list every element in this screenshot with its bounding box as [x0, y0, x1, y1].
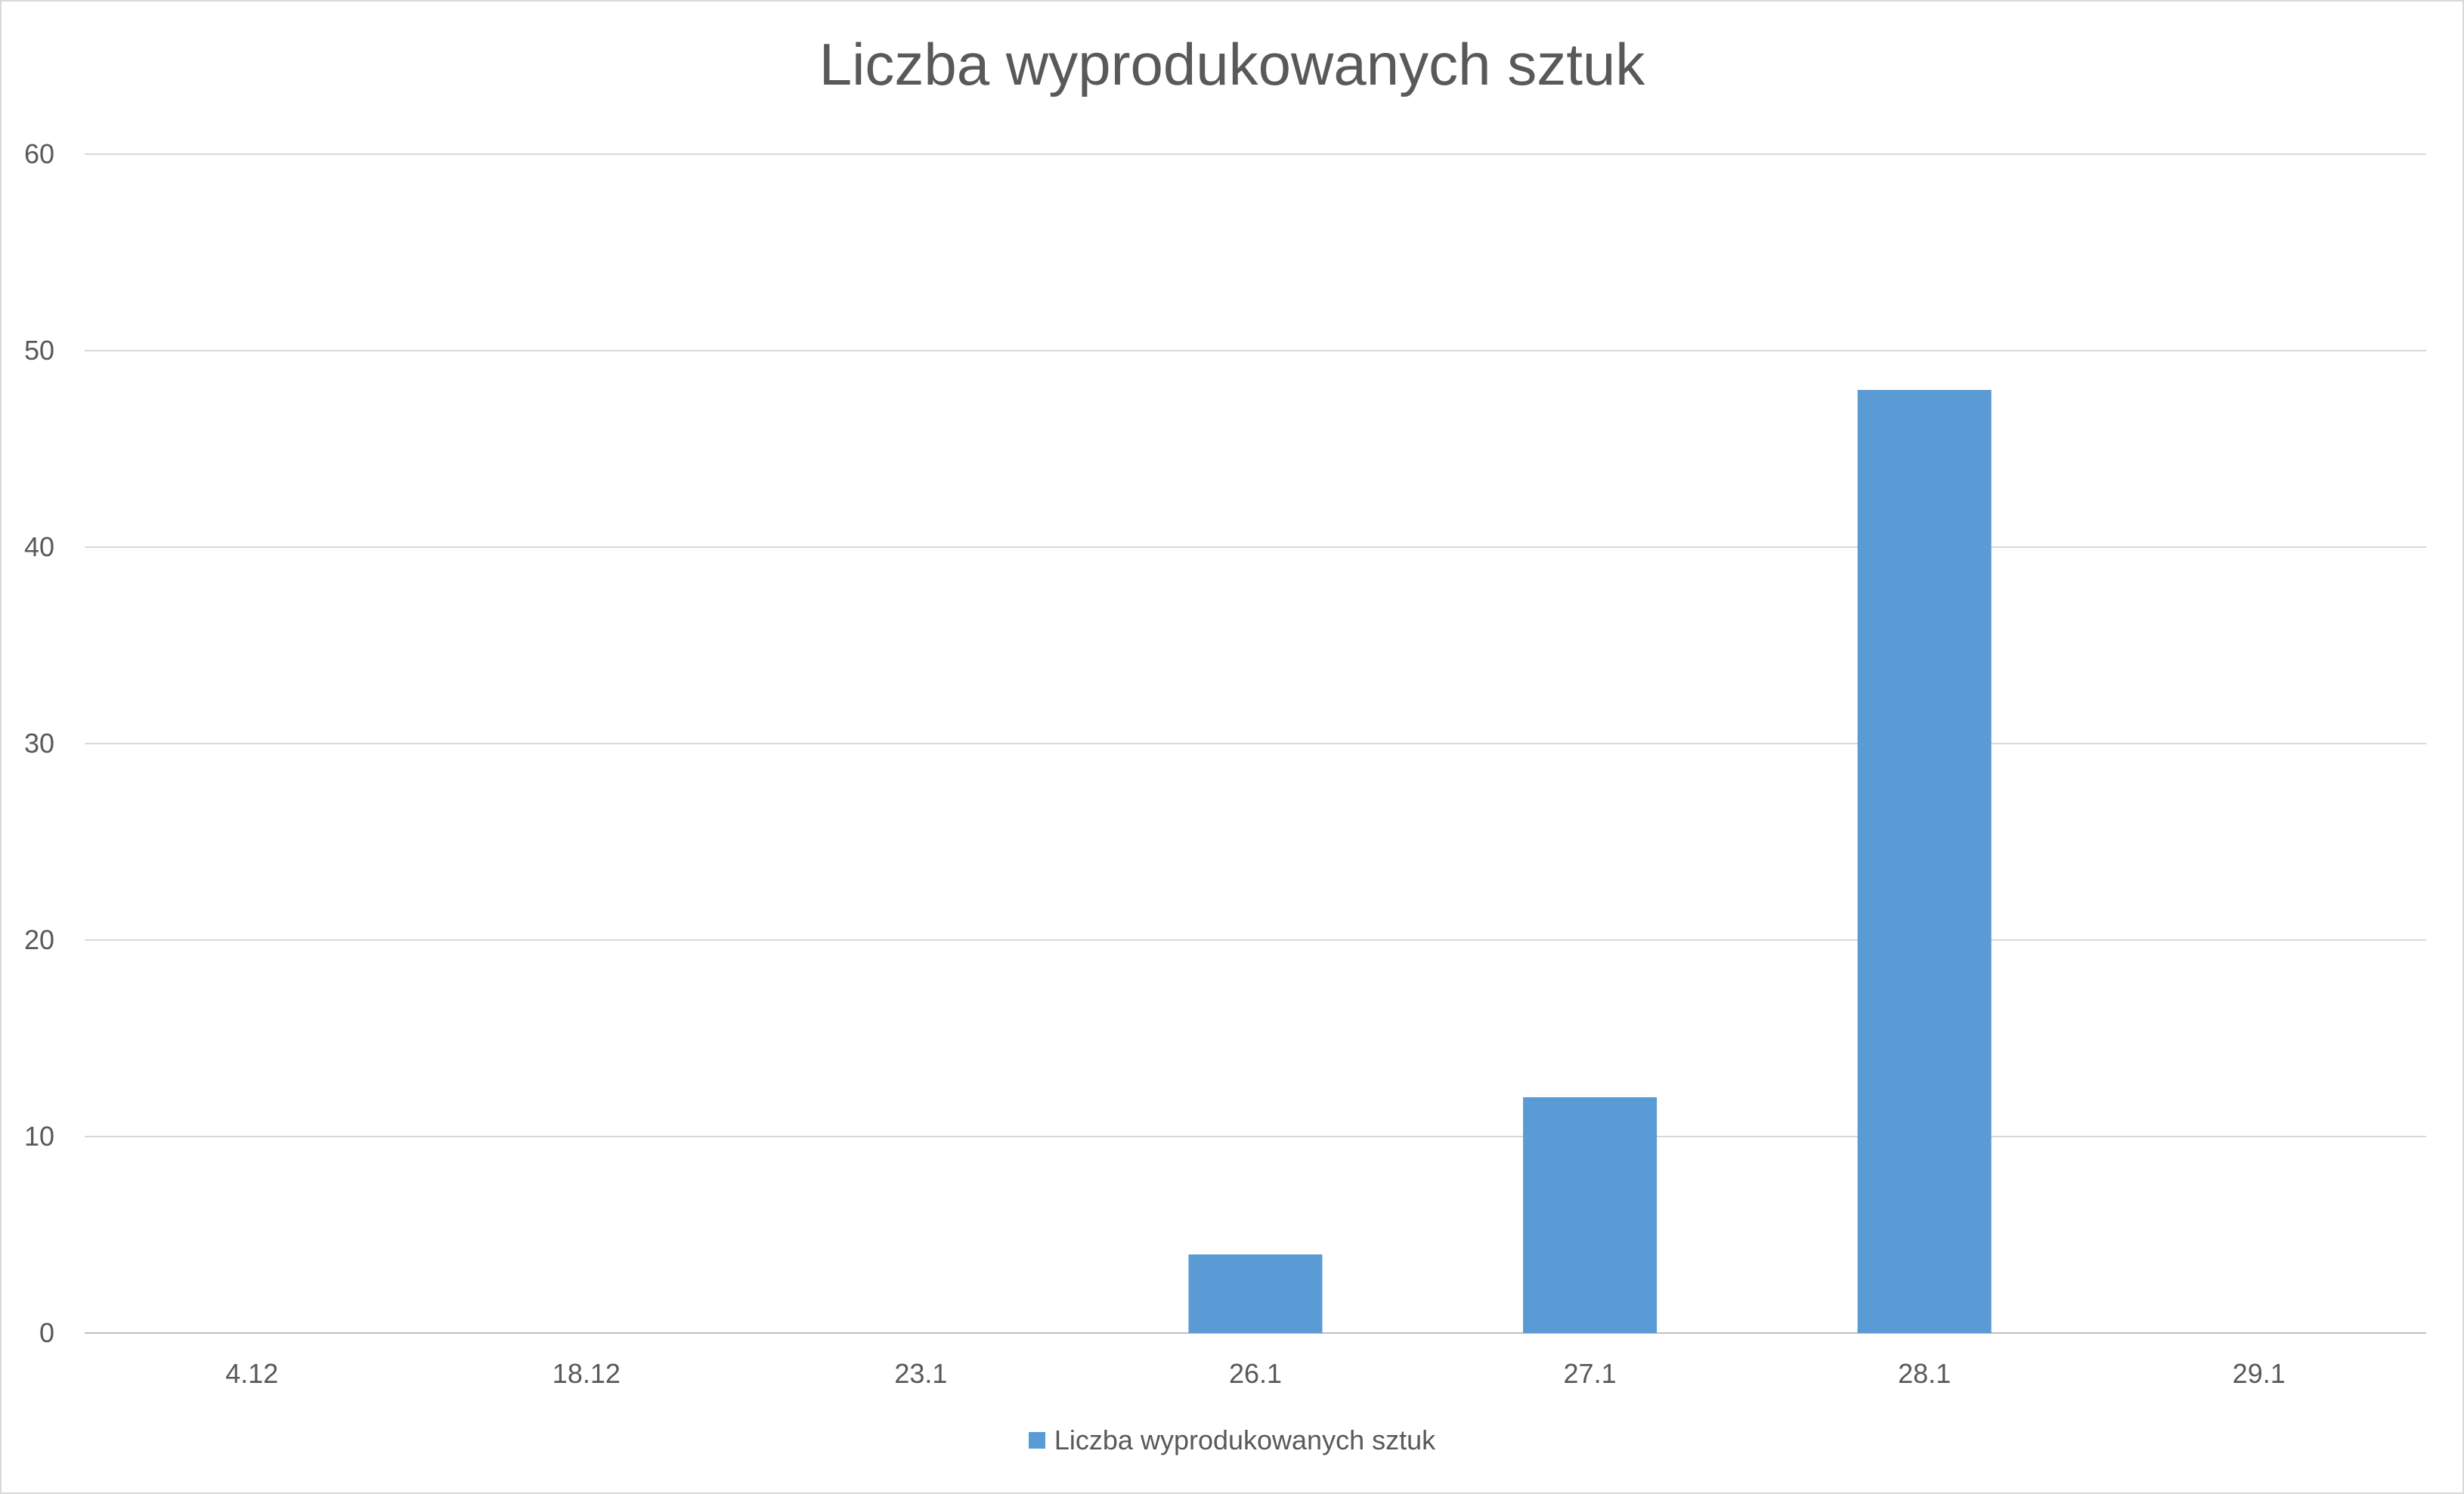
y-tick-label: 60: [24, 138, 54, 169]
legend: Liczba wyprodukowanych sztuk: [0, 1424, 2464, 1456]
x-tick-label: 26.1: [1229, 1358, 1282, 1389]
chart-title: Liczba wyprodukowanych sztuk: [819, 31, 1645, 97]
x-tick-label: 29.1: [2233, 1358, 2286, 1389]
bar-26.1: [1188, 1254, 1323, 1333]
y-tick-label: 10: [24, 1121, 54, 1152]
bars: [1188, 390, 1992, 1333]
x-tick-label: 28.1: [1898, 1358, 1951, 1389]
gridlines: [85, 153, 2426, 1334]
bar-27.1: [1523, 1097, 1658, 1333]
y-tick-label: 40: [24, 531, 54, 562]
y-tick-label: 50: [24, 335, 54, 366]
bar-28.1: [1857, 390, 1992, 1333]
y-tick-label: 30: [24, 728, 54, 759]
x-tick-label: 4.12: [225, 1358, 278, 1389]
x-axis-ticks: 4.12 18.12 23.1 26.1 27.1 28.1 29.1: [225, 1358, 2286, 1389]
x-tick-label: 27.1: [1564, 1358, 1617, 1389]
x-tick-label: 18.12: [553, 1358, 621, 1389]
legend-swatch: [1028, 1432, 1045, 1449]
y-axis-ticks: 0 10 20 30 40 50 60: [24, 138, 54, 1348]
x-tick-label: 23.1: [894, 1358, 947, 1389]
y-tick-label: 20: [24, 924, 54, 955]
legend-label: Liczba wyprodukowanych sztuk: [1054, 1424, 1436, 1455]
y-tick-label: 0: [39, 1317, 54, 1348]
